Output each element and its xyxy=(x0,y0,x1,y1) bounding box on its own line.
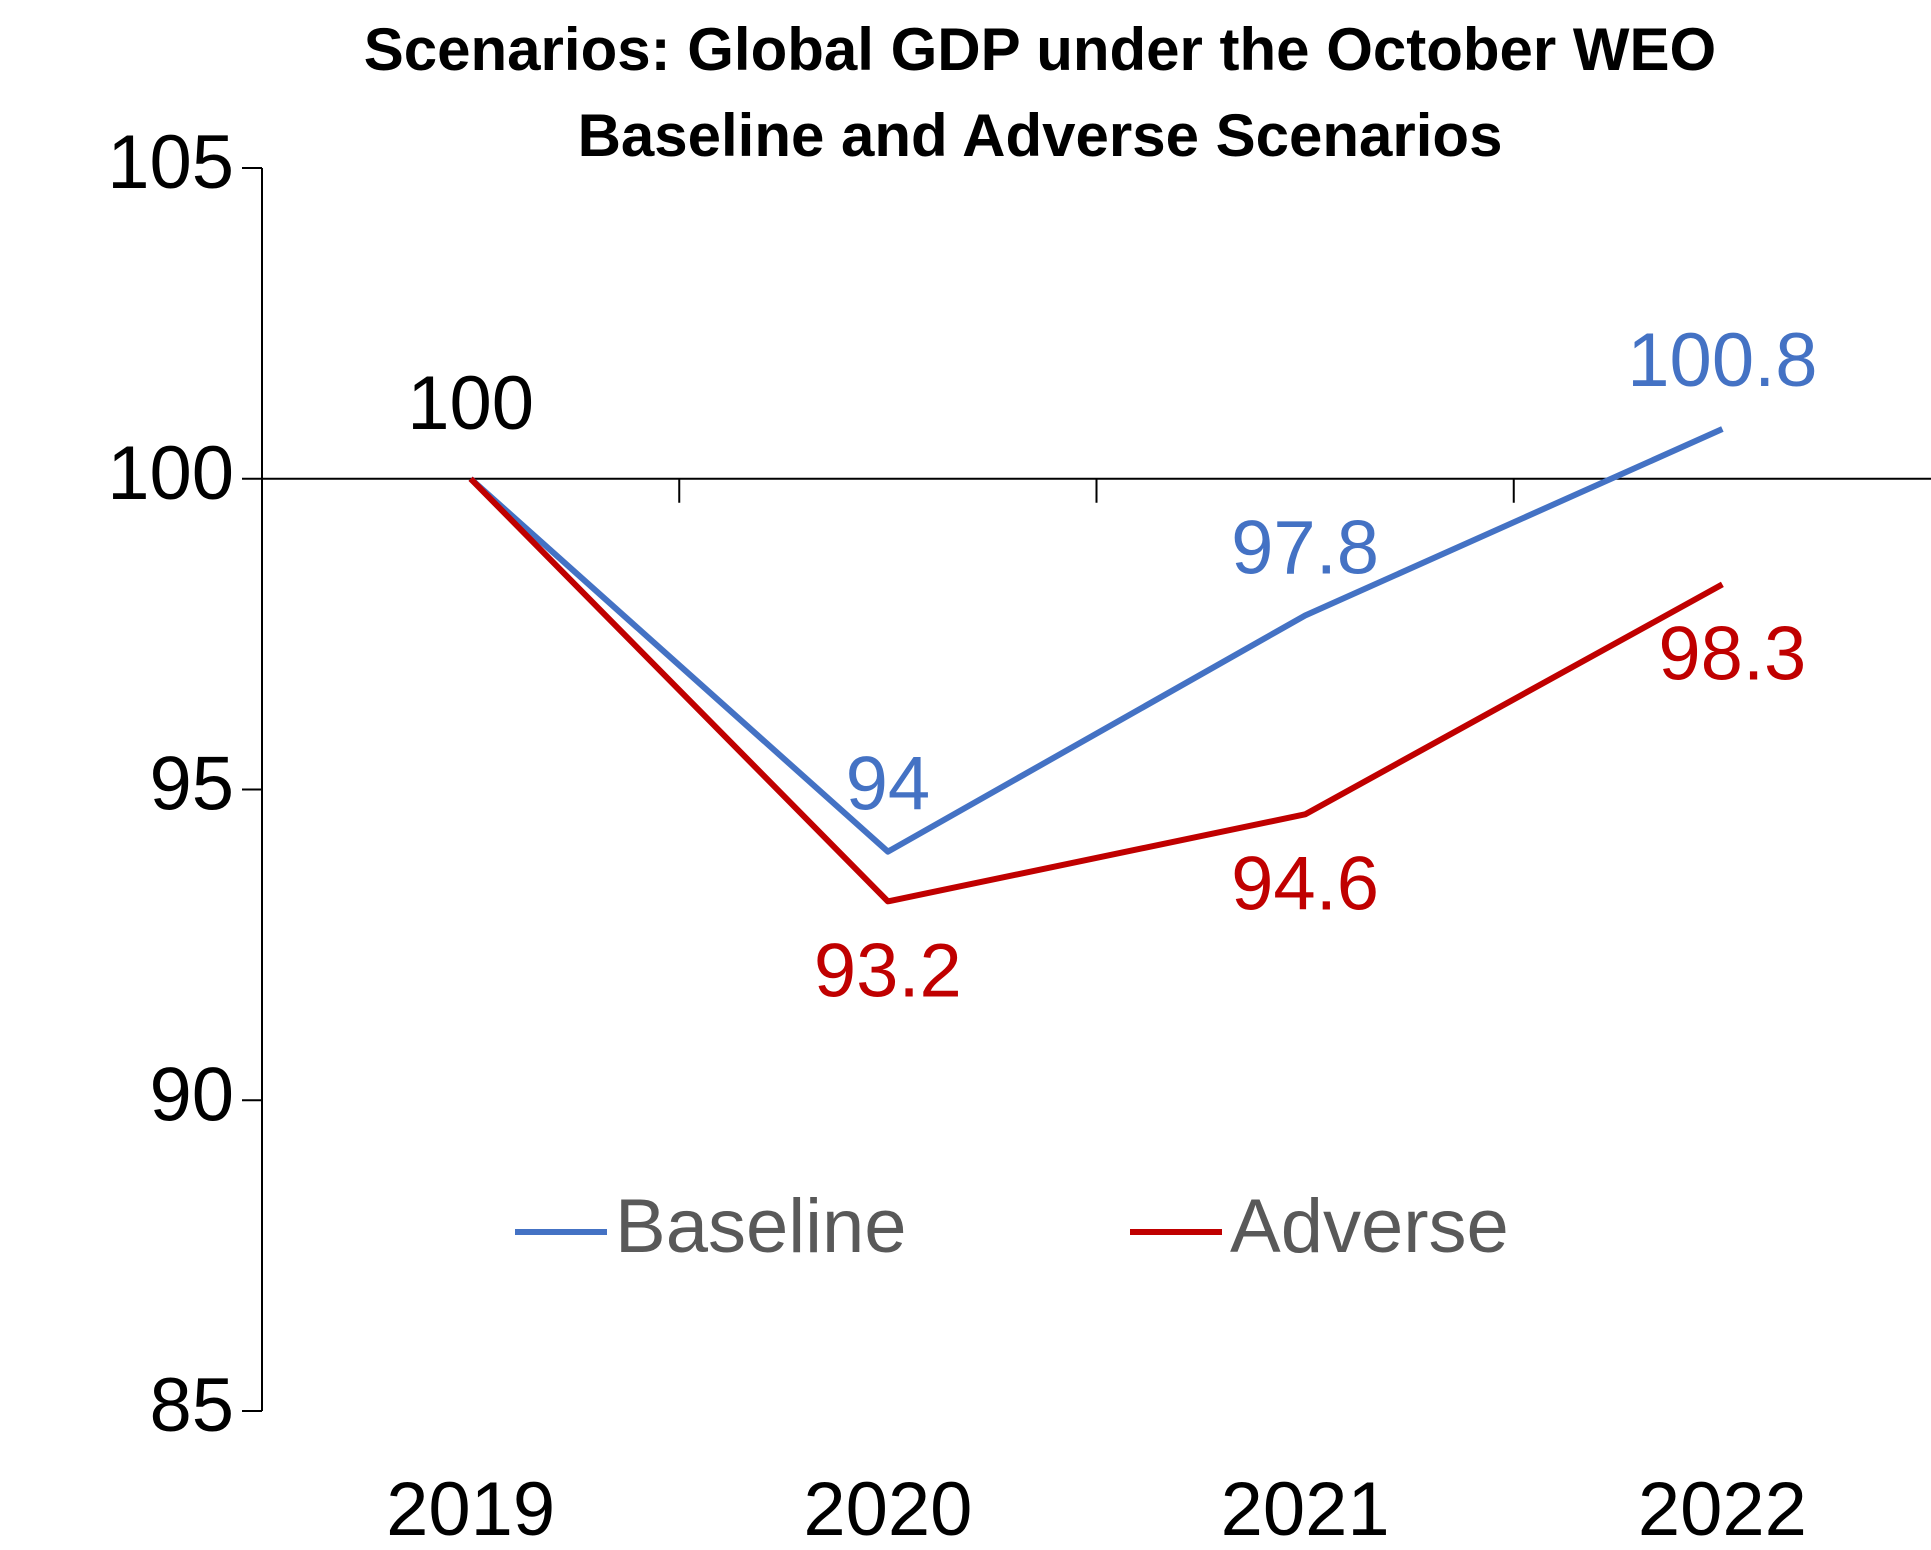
y-tick-label: 90 xyxy=(149,1052,234,1137)
data-label: 94.6 xyxy=(1231,841,1379,926)
legend-label: Adverse xyxy=(1230,1184,1509,1269)
data-label: 93.2 xyxy=(814,928,962,1013)
data-label: 98.3 xyxy=(1658,611,1806,696)
data-label: 100.8 xyxy=(1627,318,1817,403)
series-line xyxy=(468,476,1724,905)
y-tick-label: 85 xyxy=(149,1363,234,1448)
data-label: 100 xyxy=(407,361,534,446)
y-tick-label: 95 xyxy=(149,742,234,827)
x-tick-label: 2019 xyxy=(386,1467,555,1550)
x-tick-label: 2020 xyxy=(803,1467,972,1550)
data-label: 97.8 xyxy=(1231,506,1379,591)
series-line xyxy=(468,426,1724,855)
x-tick-label: 2022 xyxy=(1638,1467,1807,1550)
data-label: 94 xyxy=(846,742,931,827)
y-tick-label: 100 xyxy=(107,431,234,516)
chart-title: Scenarios: Global GDP under the October … xyxy=(364,16,1716,83)
x-tick-label: 2021 xyxy=(1221,1467,1390,1550)
legend-label: Baseline xyxy=(615,1184,907,1269)
y-tick-label: 105 xyxy=(107,120,234,205)
chart-title: Baseline and Adverse Scenarios xyxy=(578,102,1503,169)
